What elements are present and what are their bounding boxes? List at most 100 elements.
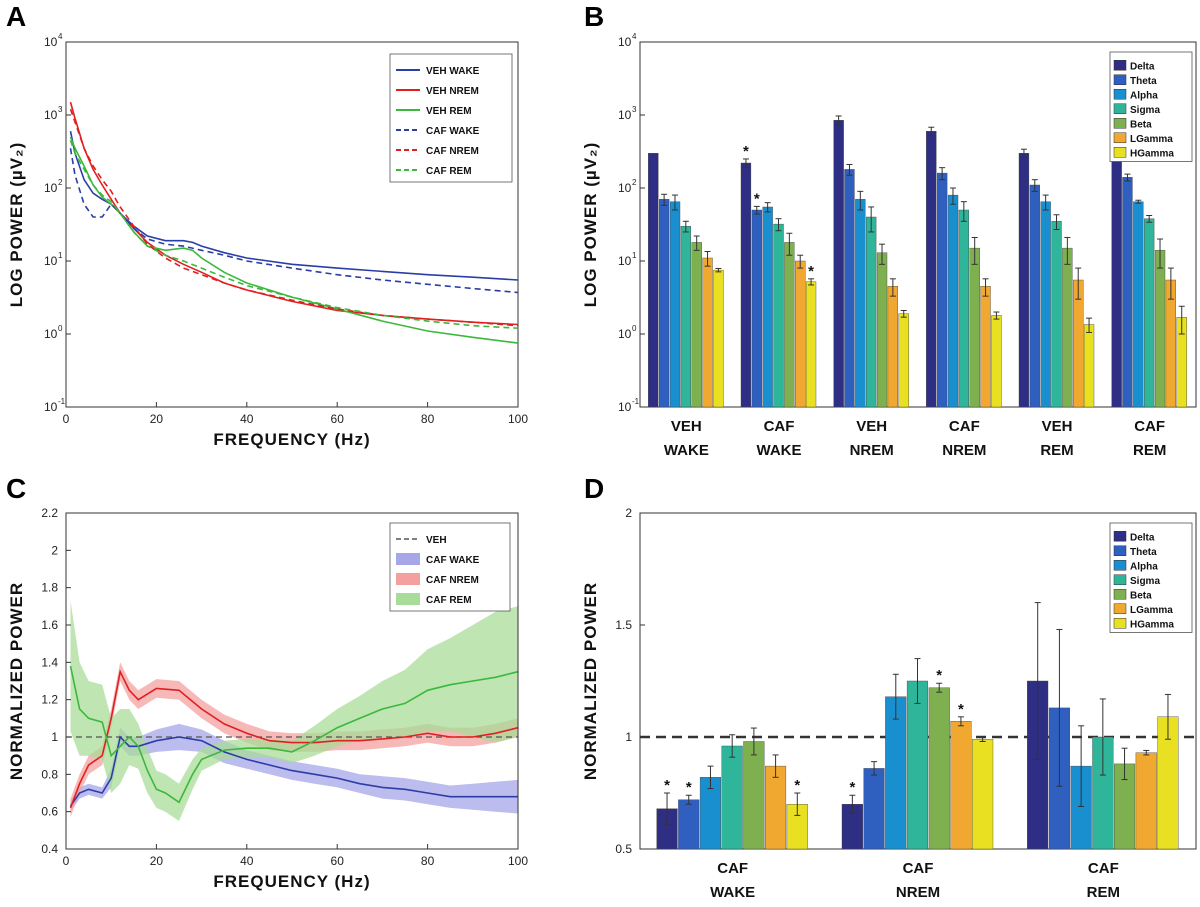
x-tick-label: 0 — [63, 854, 70, 868]
legend-label: Theta — [1130, 76, 1157, 87]
panel-letter: D — [584, 473, 604, 504]
bar — [980, 286, 991, 408]
bar — [887, 286, 899, 408]
y-tick-label: 1.6 — [41, 618, 58, 632]
bar — [898, 313, 909, 408]
y-tick-label: 1.8 — [41, 581, 58, 595]
series-band — [70, 600, 518, 821]
category-label-line2: NREM — [942, 442, 986, 459]
legend-label: Beta — [1130, 119, 1152, 130]
bar — [678, 799, 700, 850]
y-axis-title: NORMALIZED POWER — [7, 582, 26, 780]
y-tick-exponent: 4 — [632, 32, 637, 41]
y-axis-title: NORMALIZED POWER — [581, 582, 600, 780]
y-tick-label: 10 — [618, 35, 632, 49]
legend-label: CAF REM — [426, 166, 472, 177]
y-tick-label: 0.8 — [41, 767, 58, 781]
bar — [972, 739, 994, 850]
legend-label: CAF NREM — [426, 146, 479, 157]
plot-frame — [65, 41, 519, 408]
bar — [1111, 141, 1122, 408]
bar — [844, 169, 855, 408]
legend-label: CAF WAKE — [426, 126, 480, 137]
significance-star: * — [743, 143, 749, 160]
legend-swatch — [396, 573, 420, 585]
bar — [833, 119, 844, 408]
panel-letter: B — [584, 1, 604, 32]
legend-label: HGamma — [1130, 619, 1174, 630]
y-tick-label: 10 — [44, 108, 58, 122]
bar — [1018, 152, 1030, 408]
bar — [950, 721, 972, 850]
legend-swatch — [1113, 531, 1127, 542]
bar — [784, 242, 795, 408]
legend-label: CAF WAKE — [426, 555, 480, 566]
y-tick-label: 1.4 — [41, 655, 58, 669]
y-tick-exponent: 0 — [632, 324, 637, 333]
y-tick-label: 2.2 — [41, 506, 58, 520]
significance-star: * — [808, 263, 814, 280]
y-tick-label: 10 — [618, 400, 632, 414]
category-label-line1: VEH — [671, 418, 702, 435]
legend-label: LGamma — [1130, 134, 1173, 145]
panel-c: C 0.4 0.6 0.8 1 1.2 1.4 1.6 1.8 2 2.2 0 20 40 60 80 100 N… — [6, 473, 528, 891]
category-label-line1: CAF — [764, 418, 795, 435]
bar — [669, 201, 681, 408]
bar — [648, 152, 659, 408]
bar — [702, 257, 713, 408]
x-tick-label: 100 — [508, 854, 528, 868]
y-tick-exponent: 3 — [58, 105, 63, 114]
y-tick-label: 2 — [51, 543, 58, 557]
legend-swatch — [1113, 545, 1127, 556]
y-tick-label: 10 — [618, 327, 632, 341]
category-label-line2: NREM — [896, 884, 940, 901]
legend-swatch — [1113, 603, 1127, 614]
y-tick-label: 10 — [618, 181, 632, 195]
y-tick-exponent: 4 — [58, 32, 63, 41]
bar — [937, 172, 948, 408]
y-tick-label: 10 — [44, 35, 58, 49]
legend-swatch — [1113, 89, 1127, 100]
series-line — [69, 140, 519, 329]
legend-label: Delta — [1130, 532, 1155, 543]
bar — [1154, 250, 1166, 408]
y-tick-label: 10 — [618, 254, 632, 268]
y-tick-exponent: 3 — [632, 105, 637, 114]
y-tick-exponent: 1 — [632, 251, 637, 260]
y-tick-label: 10 — [618, 108, 632, 122]
bar — [795, 260, 806, 408]
bar — [876, 252, 888, 408]
legend-label: VEH NREM — [426, 86, 479, 97]
y-tick-exponent: 1 — [58, 251, 63, 260]
bar — [691, 242, 702, 408]
y-tick-label: 0.4 — [41, 842, 58, 856]
bar — [765, 765, 787, 850]
bar — [1029, 184, 1041, 408]
panel-letter: C — [6, 473, 26, 504]
x-tick-label: 20 — [150, 412, 164, 426]
category-label-line1: CAF — [1134, 418, 1165, 435]
legend-swatch — [396, 593, 420, 605]
x-axis-title: FREQUENCY (Hz) — [213, 430, 370, 449]
bar — [958, 209, 970, 408]
significance-star: * — [936, 667, 942, 684]
series-line — [69, 665, 519, 804]
bar — [1122, 177, 1133, 408]
legend-label: VEH REM — [426, 106, 472, 117]
series-line — [69, 108, 519, 327]
series-line — [69, 669, 519, 809]
panel-d: D 0.5 1 1.5 2 NORMALIZED POWER * * * CAF WAKE * * * CA… — [581, 473, 1197, 901]
legend-swatch — [1113, 60, 1127, 71]
significance-star: * — [849, 779, 855, 796]
x-tick-label: 100 — [508, 412, 528, 426]
bar — [740, 162, 752, 408]
legend-label: Alpha — [1130, 90, 1158, 101]
y-tick-label: 0.6 — [41, 805, 58, 819]
x-tick-label: 60 — [331, 412, 345, 426]
bar — [1143, 218, 1155, 408]
bar — [863, 768, 885, 850]
y-tick-label: 1.2 — [41, 693, 58, 707]
x-tick-label: 0 — [63, 412, 70, 426]
y-tick-label: 0.5 — [615, 842, 632, 856]
